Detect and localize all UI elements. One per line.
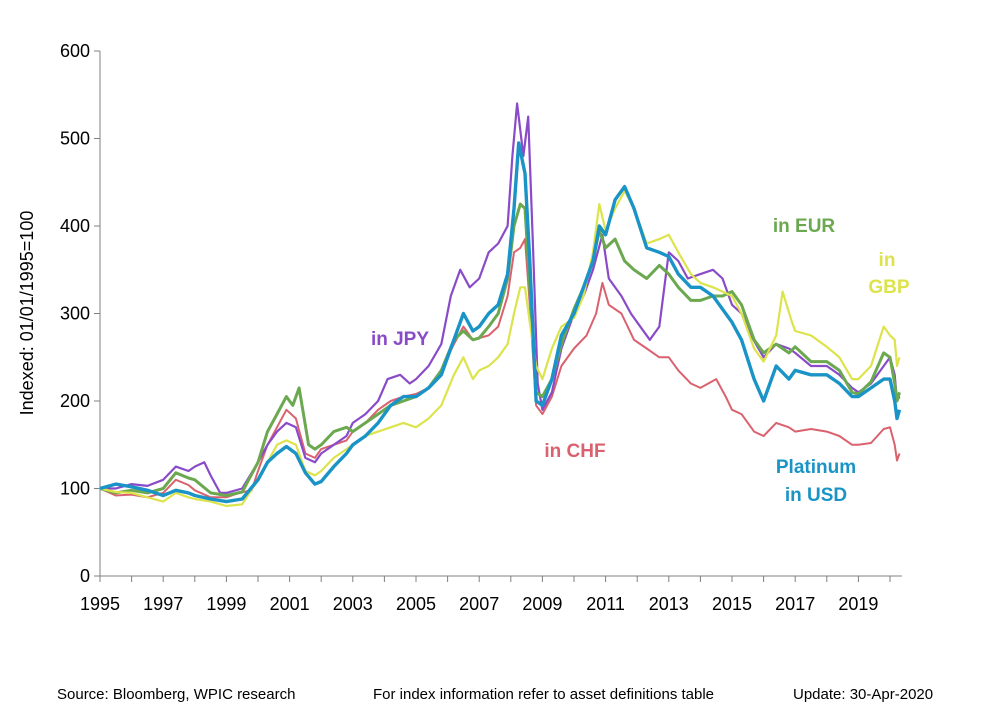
footer-source: Source: Bloomberg, WPIC research xyxy=(57,686,296,703)
y-tick-label: 400 xyxy=(60,216,90,236)
series-label-in-chf: in CHF xyxy=(544,441,605,462)
series-label-in-gbp: in xyxy=(879,250,896,271)
series-line-in-eur xyxy=(99,202,901,497)
y-tick-label: 300 xyxy=(60,304,90,324)
series-line-in-gbp xyxy=(99,189,901,508)
footer-update: Update: 30-Apr-2020 xyxy=(793,686,934,703)
x-tick-label: 2001 xyxy=(270,594,310,614)
x-tick-label: 2011 xyxy=(586,594,625,614)
x-tick-label: 1997 xyxy=(143,594,183,614)
x-tick-label: 2019 xyxy=(838,594,878,614)
x-tick-label: 2013 xyxy=(649,594,689,614)
series-label-in-eur: in EUR xyxy=(773,216,836,237)
x-tick-label: 2009 xyxy=(522,594,562,614)
y-axis-title: Indexed: 01/01/1995=100 xyxy=(17,211,37,416)
x-tick-label: 2017 xyxy=(775,594,815,614)
chart-series-labels: in JPY in EUR in GBP in CHF Platinum in USD xyxy=(371,216,910,506)
series-label-in-jpy: in JPY xyxy=(371,329,429,350)
series-line-platinum-in-usd xyxy=(99,141,902,504)
x-tick-label: 2007 xyxy=(459,594,499,614)
y-tick-label: 100 xyxy=(60,479,90,499)
x-tick-label: 2003 xyxy=(333,594,373,614)
x-tick-label: 1995 xyxy=(80,594,120,614)
y-tick-label: 600 xyxy=(60,41,90,61)
line-chart: 0 100 200 300 400 500 600 1995 1997 1999 2001 2003 2… xyxy=(17,41,910,614)
x-tick-label: 2005 xyxy=(396,594,436,614)
y-tick-label: 200 xyxy=(60,391,90,411)
series-label-platinum-in-usd: in USD xyxy=(785,485,847,506)
x-tick-label: 1999 xyxy=(206,594,246,614)
y-tick-label: 0 xyxy=(80,566,90,586)
y-tick-label: 500 xyxy=(60,129,90,149)
x-tick-label: 2015 xyxy=(712,594,752,614)
footer-note: For index information refer to asset def… xyxy=(373,686,715,703)
chart-series xyxy=(99,102,902,508)
series-label-in-gbp: GBP xyxy=(868,277,910,298)
chart-ticks: 0 100 200 300 400 500 600 1995 1997 1999 2001 2003 2… xyxy=(60,41,891,614)
series-label-platinum-in-usd: Platinum xyxy=(776,457,856,478)
